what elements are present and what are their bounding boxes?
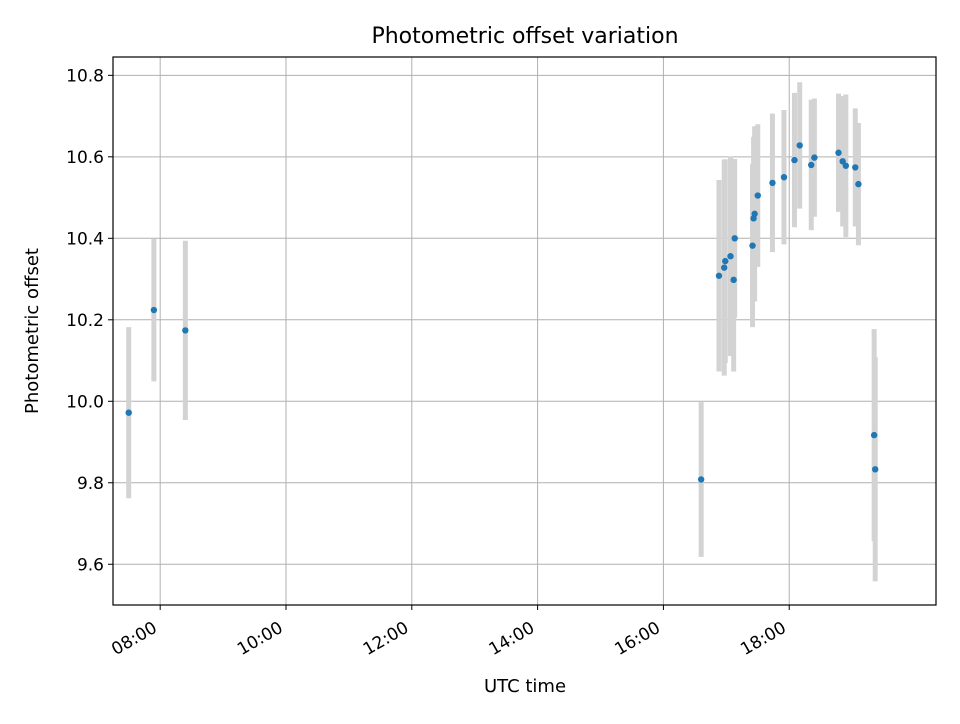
data-point bbox=[852, 164, 859, 171]
data-point bbox=[855, 180, 862, 188]
data-point bbox=[769, 179, 776, 187]
plot-frame bbox=[112, 56, 937, 606]
data-point bbox=[808, 161, 815, 169]
data-point bbox=[842, 162, 850, 169]
y-tick-label: 10.6 bbox=[66, 148, 104, 168]
data-point bbox=[727, 253, 734, 260]
data-point bbox=[730, 276, 737, 284]
data-point bbox=[751, 210, 758, 218]
data-point bbox=[791, 156, 798, 164]
data-point bbox=[125, 409, 132, 416]
data-point bbox=[749, 242, 756, 249]
data-point bbox=[150, 306, 158, 314]
y-tick-label: 9.8 bbox=[77, 474, 104, 494]
x-axis-label: UTC time bbox=[484, 676, 566, 697]
data-point bbox=[871, 466, 879, 473]
data-point bbox=[182, 327, 189, 334]
y-tick-label: 10.8 bbox=[66, 66, 104, 86]
data-point bbox=[839, 158, 846, 165]
y-tick-label: 9.6 bbox=[77, 555, 104, 575]
data-point bbox=[811, 154, 818, 161]
data-point bbox=[697, 476, 705, 483]
y-tick-label: 10.4 bbox=[66, 229, 104, 249]
data-point bbox=[835, 149, 842, 156]
y-axis-label: Photometric offset bbox=[22, 248, 43, 414]
data-point bbox=[780, 173, 788, 181]
data-point bbox=[715, 272, 723, 279]
data-point bbox=[796, 142, 803, 149]
data-point bbox=[754, 192, 761, 199]
data-point bbox=[731, 235, 738, 242]
y-tick-label: 10.2 bbox=[66, 311, 104, 331]
data-point bbox=[722, 257, 729, 265]
grid bbox=[113, 57, 936, 605]
data-point bbox=[870, 431, 878, 439]
chart-title: Photometric offset variation bbox=[371, 24, 678, 49]
data-point bbox=[721, 264, 728, 271]
data-points bbox=[125, 142, 879, 483]
y-tick-label: 10.0 bbox=[66, 392, 104, 412]
